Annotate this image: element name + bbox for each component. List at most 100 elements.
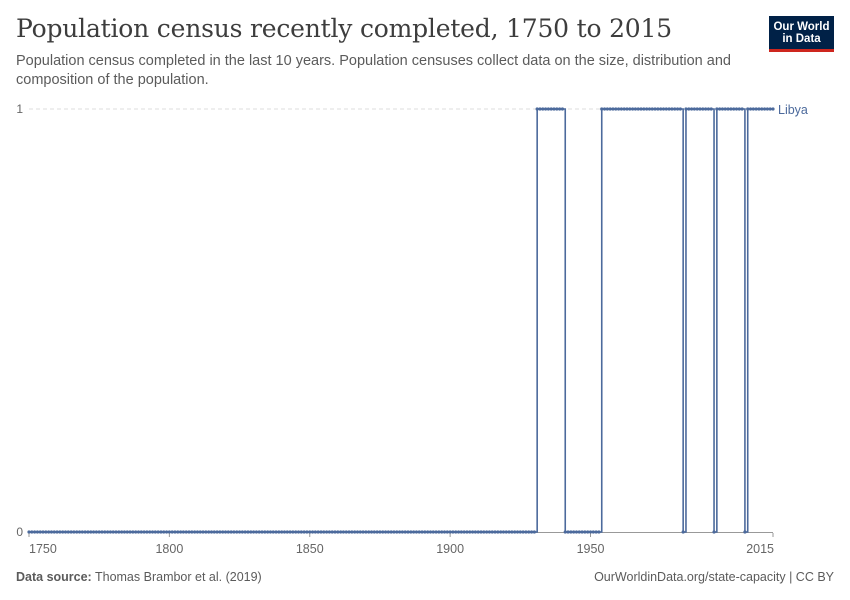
data-point <box>257 530 261 534</box>
data-point <box>294 530 298 534</box>
data-point <box>167 530 171 534</box>
data-point <box>580 530 584 534</box>
data-point <box>518 530 522 534</box>
data-point <box>364 530 368 534</box>
data-point <box>558 107 562 111</box>
data-point <box>381 530 385 534</box>
data-point <box>44 530 48 534</box>
data-point <box>117 530 121 534</box>
x-tick-label: 1850 <box>296 542 324 556</box>
data-point <box>322 530 326 534</box>
data-point <box>661 107 666 111</box>
data-point <box>207 530 211 534</box>
data-point <box>162 530 166 534</box>
y-tick-label: 1 <box>16 102 23 116</box>
data-point <box>232 530 236 534</box>
data-point <box>636 107 640 111</box>
data-point <box>667 107 671 111</box>
data-point <box>271 530 275 534</box>
data-point <box>760 107 764 111</box>
data-point <box>633 107 638 111</box>
data-point <box>504 530 508 534</box>
data-point <box>198 530 202 534</box>
data-point <box>493 530 497 534</box>
data-point <box>434 530 438 534</box>
data-point <box>577 530 581 534</box>
data-point <box>473 530 477 534</box>
data-point <box>347 530 351 534</box>
data-point <box>229 530 233 534</box>
data-point <box>215 530 219 534</box>
data-point <box>72 530 76 534</box>
data-point <box>38 530 42 534</box>
data-point <box>134 530 138 534</box>
footer-url[interactable]: OurWorldinData.org/state-capacity | CC B… <box>594 570 834 584</box>
data-point <box>30 530 34 534</box>
data-point <box>639 107 643 111</box>
data-point <box>569 530 573 534</box>
data-point <box>465 530 469 534</box>
data-point <box>302 530 306 534</box>
data-point <box>49 530 54 534</box>
data-point <box>367 530 371 534</box>
x-tick-label: 2015 <box>746 542 774 556</box>
data-point <box>277 530 281 534</box>
data-point <box>701 107 705 111</box>
data-point <box>344 530 348 534</box>
data-point <box>285 530 289 534</box>
data-point <box>737 107 741 111</box>
data-point <box>128 530 132 534</box>
owid-logo[interactable]: Our World in Data <box>769 16 834 52</box>
data-point <box>103 530 107 534</box>
data-point <box>746 107 750 111</box>
data-point <box>499 530 503 534</box>
data-point <box>164 530 169 534</box>
data-point <box>647 107 652 111</box>
data-point <box>628 107 632 111</box>
data-point <box>670 107 674 111</box>
data-point <box>653 107 657 111</box>
data-point <box>291 530 295 534</box>
data-point <box>459 530 463 534</box>
data-point <box>148 530 152 534</box>
data-point <box>712 530 716 534</box>
data-point <box>336 530 340 534</box>
data-point <box>181 530 186 534</box>
data-point <box>184 530 188 534</box>
data-point <box>91 530 96 534</box>
data-point <box>361 530 365 534</box>
data-point <box>510 530 514 534</box>
data-point <box>642 107 646 111</box>
data-point <box>52 530 56 534</box>
data-point <box>684 107 688 111</box>
data-point <box>723 107 727 111</box>
data-point <box>55 530 59 534</box>
data-point <box>600 107 604 111</box>
data-point <box>442 530 447 534</box>
data-point <box>179 530 183 534</box>
data-point <box>131 530 135 534</box>
data-point <box>687 107 691 111</box>
data-point <box>150 530 155 534</box>
data-point <box>501 530 506 534</box>
data-source-text[interactable]: Thomas Brambor et al. (2019) <box>94 570 262 584</box>
data-point <box>748 107 753 111</box>
data-point <box>420 530 424 534</box>
data-point <box>260 530 264 534</box>
data-point <box>195 530 200 534</box>
data-point <box>412 530 416 534</box>
data-point <box>718 107 722 111</box>
data-point <box>120 530 124 534</box>
data-point <box>729 107 733 111</box>
data-point <box>673 107 677 111</box>
data-point <box>66 530 70 534</box>
data-point <box>268 530 273 534</box>
data-point <box>417 530 421 534</box>
data-point <box>426 530 430 534</box>
data-point <box>437 530 441 534</box>
data-point <box>515 530 520 534</box>
data-point <box>170 530 174 534</box>
data-point <box>757 107 761 111</box>
data-point <box>440 530 444 534</box>
